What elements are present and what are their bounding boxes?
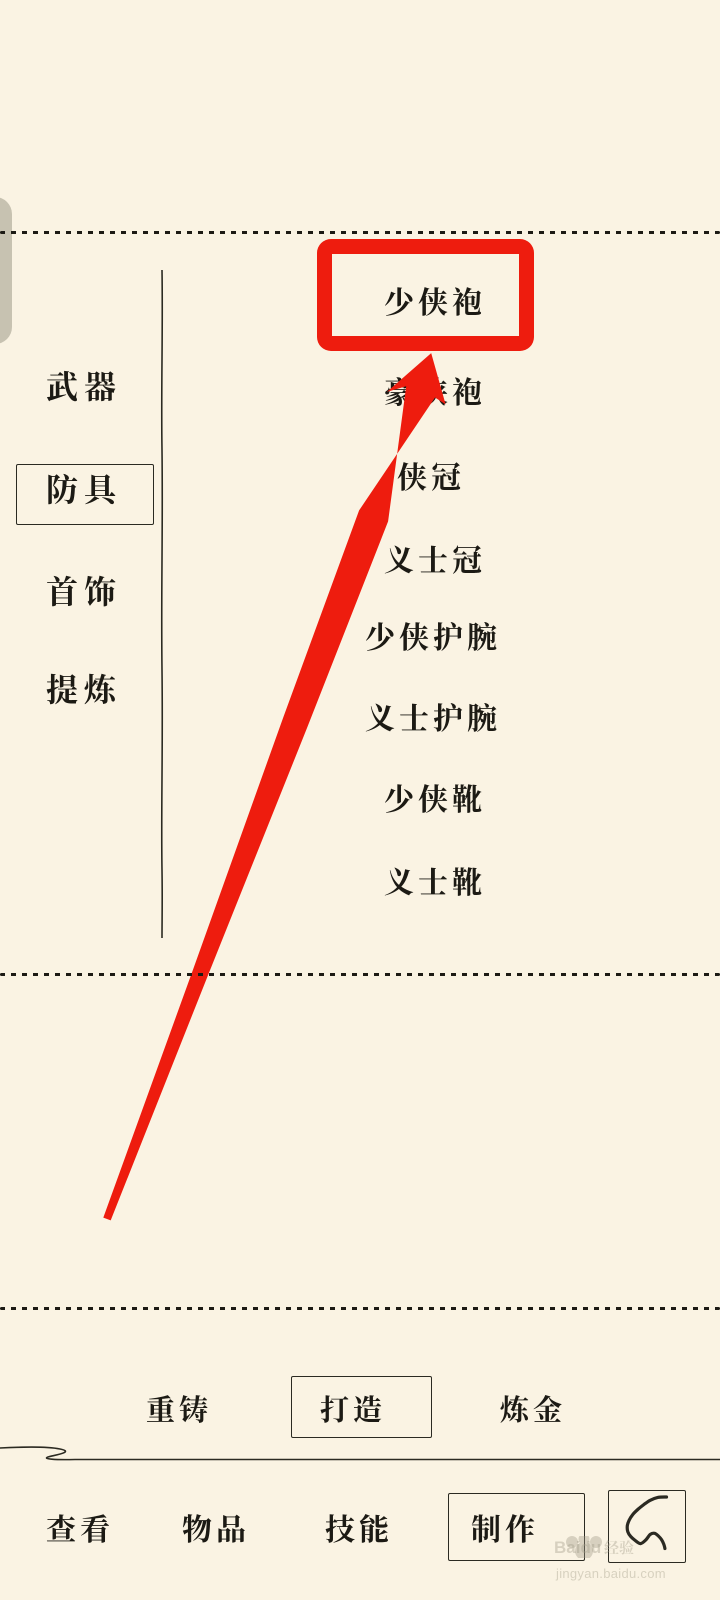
svg-text:Baidu: Baidu	[554, 1538, 601, 1557]
svg-text:经验: 经验	[604, 1537, 634, 1558]
